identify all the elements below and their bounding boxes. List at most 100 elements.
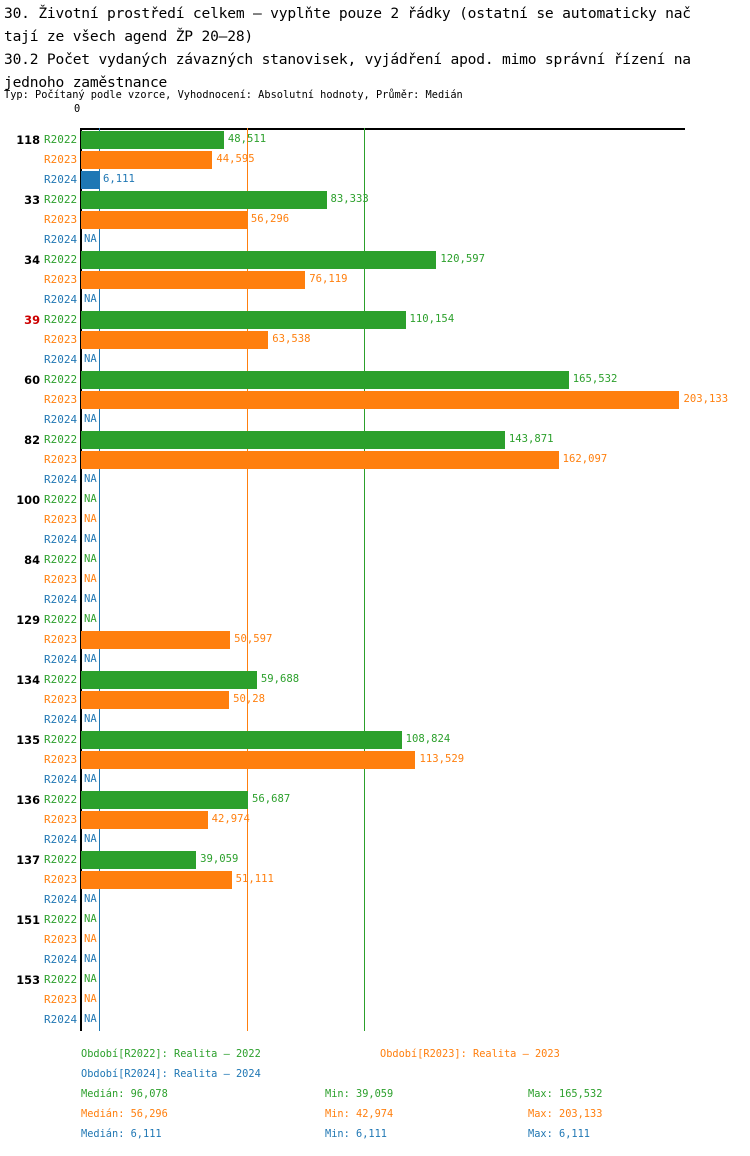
bar-r2022[interactable] bbox=[81, 371, 569, 389]
group-label-153: 153 bbox=[16, 973, 40, 987]
bar-row[interactable]: R2024 NA bbox=[0, 590, 750, 610]
bar-value-label: 50,28 bbox=[233, 693, 266, 705]
group-label-39: 39 bbox=[24, 313, 40, 327]
bar-row[interactable]: R2024 NA bbox=[0, 470, 750, 490]
bar-r2023[interactable] bbox=[81, 391, 680, 409]
bar-r2022[interactable] bbox=[81, 671, 257, 689]
bar-row[interactable]: R2024 NA bbox=[0, 230, 750, 250]
bar-r2023[interactable] bbox=[81, 631, 231, 649]
bar-row[interactable]: R2022 83,333 bbox=[0, 190, 750, 210]
bar-row[interactable]: R2022 165,532 bbox=[0, 370, 750, 390]
bar-value-label: 56,296 bbox=[250, 213, 290, 225]
bar-group: 153 R2022 NA R2023 NA R2024 NA bbox=[0, 970, 750, 1030]
bar-row[interactable]: R2023 NA bbox=[0, 570, 750, 590]
bar-r2022[interactable] bbox=[81, 191, 327, 209]
bar-row[interactable]: R2023 56,296 bbox=[0, 210, 750, 230]
bar-row[interactable]: R2022 NA bbox=[0, 610, 750, 630]
bar-row[interactable]: R2022 56,687 bbox=[0, 790, 750, 810]
bar-r2024[interactable] bbox=[81, 171, 99, 189]
bar-value-label: 59,688 bbox=[260, 673, 300, 685]
bar-r2023[interactable] bbox=[81, 331, 269, 349]
axis-left-line bbox=[80, 128, 82, 1031]
bar-row[interactable]: R2023 50,28 bbox=[0, 690, 750, 710]
bar-group: 33 R2022 83,333 R2023 56,296 R2024 NA bbox=[0, 190, 750, 250]
bar-r2022[interactable] bbox=[81, 731, 402, 749]
bar-row[interactable]: R2023 63,538 bbox=[0, 330, 750, 350]
bar-row[interactable]: R2024 NA bbox=[0, 890, 750, 910]
bar-row[interactable]: R2024 NA bbox=[0, 770, 750, 790]
row-label-r2024: R2024 bbox=[44, 893, 78, 906]
bar-group: 34 R2022 120,597 R2023 76,119 R2024 NA bbox=[0, 250, 750, 310]
bar-row[interactable]: R2024 NA bbox=[0, 830, 750, 850]
bar-r2023[interactable] bbox=[81, 271, 306, 289]
bar-row[interactable]: R2022 NA bbox=[0, 550, 750, 570]
bar-row[interactable]: R2022 120,597 bbox=[0, 250, 750, 270]
bar-row[interactable]: R2023 NA bbox=[0, 930, 750, 950]
bar-row[interactable]: R2024 NA bbox=[0, 950, 750, 970]
median-gridline-r2022 bbox=[364, 128, 366, 1031]
bar-r2022[interactable] bbox=[81, 131, 224, 149]
bar-group: 129 R2022 NA R2023 50,597 R2024 NA bbox=[0, 610, 750, 670]
bar-group: 136 R2022 56,687 R2023 42,974 R2024 NA bbox=[0, 790, 750, 850]
bar-row[interactable]: R2023 51,111 bbox=[0, 870, 750, 890]
bar-row[interactable]: R2023 50,597 bbox=[0, 630, 750, 650]
bar-group: 137 R2022 39,059 R2023 51,111 R2024 NA bbox=[0, 850, 750, 910]
bar-r2022[interactable] bbox=[81, 791, 249, 809]
bar-r2022[interactable] bbox=[81, 851, 197, 869]
bar-r2023[interactable] bbox=[81, 451, 559, 469]
bar-value-na: NA bbox=[84, 413, 97, 425]
bar-row[interactable]: R2023 NA bbox=[0, 510, 750, 530]
bar-row[interactable]: R2023 44,595 bbox=[0, 150, 750, 170]
bar-row[interactable]: R2023 42,974 bbox=[0, 810, 750, 830]
bar-value-na: NA bbox=[84, 953, 97, 965]
bar-value-label: 50,597 bbox=[234, 633, 273, 645]
bar-r2023[interactable] bbox=[81, 691, 230, 709]
row-label-r2024: R2024 bbox=[44, 173, 78, 186]
bar-row[interactable]: R2022 NA bbox=[0, 970, 750, 990]
bar-value-label: 56,687 bbox=[252, 793, 291, 805]
bar-r2023[interactable] bbox=[81, 871, 232, 889]
bar-row[interactable]: R2024 NA bbox=[0, 530, 750, 550]
bar-row[interactable]: R2022 110,154 bbox=[0, 310, 750, 330]
bar-r2023[interactable] bbox=[81, 211, 247, 229]
bar-r2023[interactable] bbox=[81, 751, 416, 769]
bar-row[interactable]: R2024 NA bbox=[0, 1010, 750, 1030]
bar-row[interactable]: R2023 76,119 bbox=[0, 270, 750, 290]
bar-row[interactable]: R2023 162,097 bbox=[0, 450, 750, 470]
bar-row[interactable]: R2024 NA bbox=[0, 710, 750, 730]
bar-r2023[interactable] bbox=[81, 811, 208, 829]
row-label-r2022: R2022 bbox=[44, 373, 78, 386]
bar-r2022[interactable] bbox=[81, 431, 505, 449]
bar-row[interactable]: R2023 113,529 bbox=[0, 750, 750, 770]
axis-top-line bbox=[81, 128, 685, 130]
bar-r2022[interactable] bbox=[81, 251, 437, 269]
bar-row[interactable]: R2024 NA bbox=[0, 350, 750, 370]
bar-row[interactable]: R2024 NA bbox=[0, 650, 750, 670]
row-label-r2022: R2022 bbox=[44, 133, 78, 146]
bar-row[interactable]: R2024 6,111 bbox=[0, 170, 750, 190]
page-title: 30. Životní prostředí celkem – vyplňte p… bbox=[4, 2, 746, 94]
bar-row[interactable]: R2024 NA bbox=[0, 410, 750, 430]
bar-row[interactable]: R2022 59,688 bbox=[0, 670, 750, 690]
bar-row[interactable]: R2023 NA bbox=[0, 990, 750, 1010]
bar-r2023[interactable] bbox=[81, 151, 213, 169]
row-label-r2023: R2023 bbox=[44, 693, 78, 706]
bar-value-label: 51,111 bbox=[235, 873, 274, 885]
group-label-137: 137 bbox=[16, 853, 40, 867]
legend-min-r2022: Min: 39,059 bbox=[325, 1088, 394, 1100]
bar-row[interactable]: R2023 203,133 bbox=[0, 390, 750, 410]
bar-value-label: 143,871 bbox=[508, 433, 554, 445]
row-label-r2023: R2023 bbox=[44, 933, 78, 946]
bar-value-na: NA bbox=[84, 493, 97, 505]
bar-row[interactable]: R2022 143,871 bbox=[0, 430, 750, 450]
bar-value-label: 113,529 bbox=[419, 753, 465, 765]
bar-r2022[interactable] bbox=[81, 311, 406, 329]
bar-row[interactable]: R2022 48,511 bbox=[0, 130, 750, 150]
bar-row[interactable]: R2022 108,824 bbox=[0, 730, 750, 750]
row-label-r2024: R2024 bbox=[44, 953, 78, 966]
bar-row[interactable]: R2022 39,059 bbox=[0, 850, 750, 870]
bar-row[interactable]: R2022 NA bbox=[0, 910, 750, 930]
bar-row[interactable]: R2022 NA bbox=[0, 490, 750, 510]
bar-row[interactable]: R2024 NA bbox=[0, 290, 750, 310]
bar-group: 100 R2022 NA R2023 NA R2024 NA bbox=[0, 490, 750, 550]
